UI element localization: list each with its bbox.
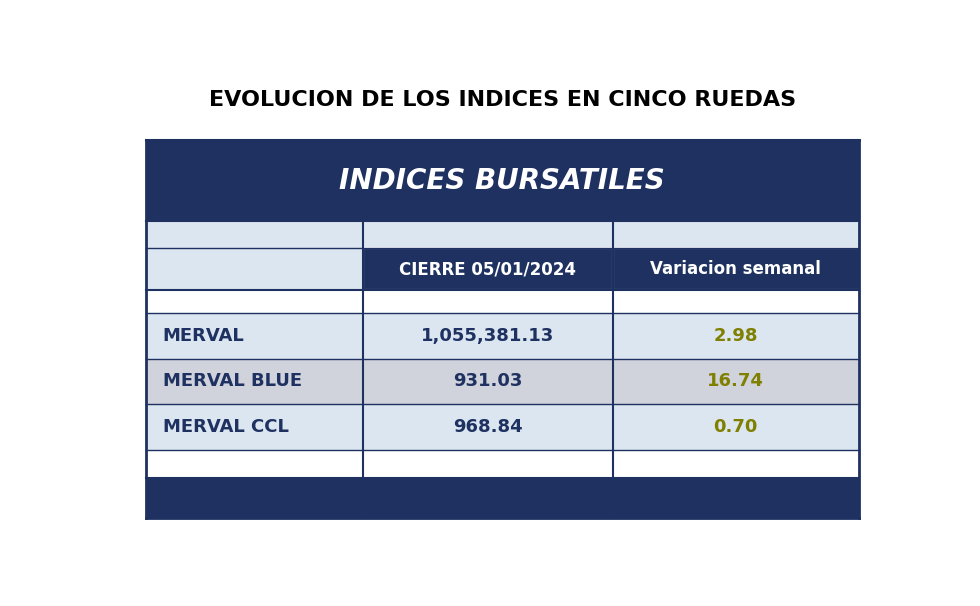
Text: EVOLUCION DE LOS INDICES EN CINCO RUEDAS: EVOLUCION DE LOS INDICES EN CINCO RUEDAS [209,90,796,110]
Text: CIERRE 05/01/2024: CIERRE 05/01/2024 [400,260,576,278]
Text: 0.70: 0.70 [713,418,758,436]
Bar [146,141,858,221]
Bar [146,478,858,518]
Bar [146,290,858,313]
Text: MERVAL CCL: MERVAL CCL [163,418,289,436]
Text: MERVAL: MERVAL [163,327,245,345]
Text: Variacion semanal: Variacion semanal [651,260,821,278]
Text: 2.98: 2.98 [713,327,758,345]
Bar [146,221,858,248]
Text: 1,055,381.13: 1,055,381.13 [421,327,555,345]
Text: 968.84: 968.84 [453,418,522,436]
Text: 931.03: 931.03 [454,373,522,390]
Bar [146,450,858,478]
Bar [146,404,858,450]
Text: INDICES BURSATILES: INDICES BURSATILES [339,167,665,195]
Bar [146,248,364,290]
Bar [146,359,858,404]
Text: MERVAL BLUE: MERVAL BLUE [163,373,302,390]
Bar [146,313,858,359]
Bar [364,248,858,290]
Text: 16.74: 16.74 [708,373,764,390]
